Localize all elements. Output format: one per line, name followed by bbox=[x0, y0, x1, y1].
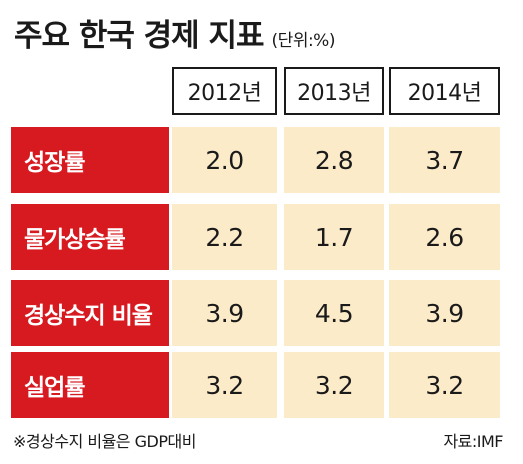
value-growth-2012: 2.0 bbox=[172, 127, 277, 193]
value-inflation-2012: 2.2 bbox=[172, 204, 277, 270]
row-label-unemployment: 실업률 bbox=[11, 352, 169, 418]
chart-title: 주요 한국 경제 지표 bbox=[14, 18, 265, 54]
row-label-growth: 성장률 bbox=[11, 127, 169, 193]
row-label-inflation: 물가상승률 bbox=[11, 204, 169, 270]
value-unemployment-2012: 3.2 bbox=[172, 352, 277, 418]
footnote: ※경상수지 비율은 GDP대비 bbox=[13, 432, 196, 451]
value-inflation-2013: 1.7 bbox=[284, 204, 384, 270]
column-header-2012: 2012년 bbox=[172, 67, 277, 115]
source-label: 자료:IMF bbox=[443, 432, 503, 451]
column-header-2013: 2013년 bbox=[284, 67, 384, 115]
value-growth-2013: 2.8 bbox=[284, 127, 384, 193]
title-row: 주요 한국 경제 지표 (단위:%) bbox=[14, 10, 335, 54]
value-current-account-2012: 3.9 bbox=[172, 280, 277, 346]
unit-label: (단위:%) bbox=[271, 31, 336, 51]
value-growth-2014: 3.7 bbox=[389, 127, 500, 193]
column-header-2014: 2014년 bbox=[389, 67, 500, 115]
row-label-current-account: 경상수지 비율 bbox=[11, 280, 169, 346]
value-unemployment-2014: 3.2 bbox=[389, 352, 500, 418]
value-current-account-2013: 4.5 bbox=[284, 280, 384, 346]
value-unemployment-2013: 3.2 bbox=[284, 352, 384, 418]
value-inflation-2014: 2.6 bbox=[389, 204, 500, 270]
value-current-account-2014: 3.9 bbox=[389, 280, 500, 346]
